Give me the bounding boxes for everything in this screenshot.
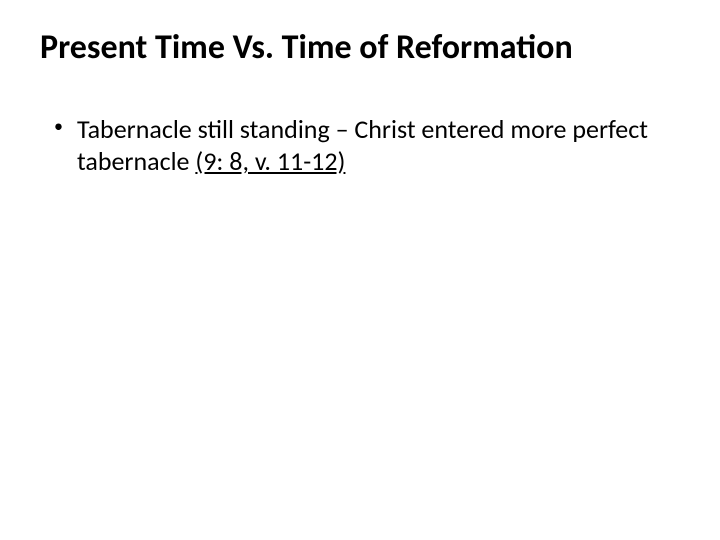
- slide-container: Present Time Vs. Time of Reformation • T…: [0, 0, 720, 540]
- bullet-marker-icon: •: [54, 115, 63, 138]
- slide-title: Present Time Vs. Time of Reformation: [40, 28, 680, 69]
- bullet-list: • Tabernacle still standing – Christ ent…: [40, 113, 680, 178]
- list-item: • Tabernacle still standing – Christ ent…: [54, 113, 680, 178]
- bullet-text-plain: Tabernacle still standing – Christ enter…: [77, 113, 648, 178]
- bullet-text: Tabernacle still standing – Christ enter…: [77, 113, 680, 178]
- bullet-text-underlined: (9: 8, v. 11-12): [195, 145, 345, 177]
